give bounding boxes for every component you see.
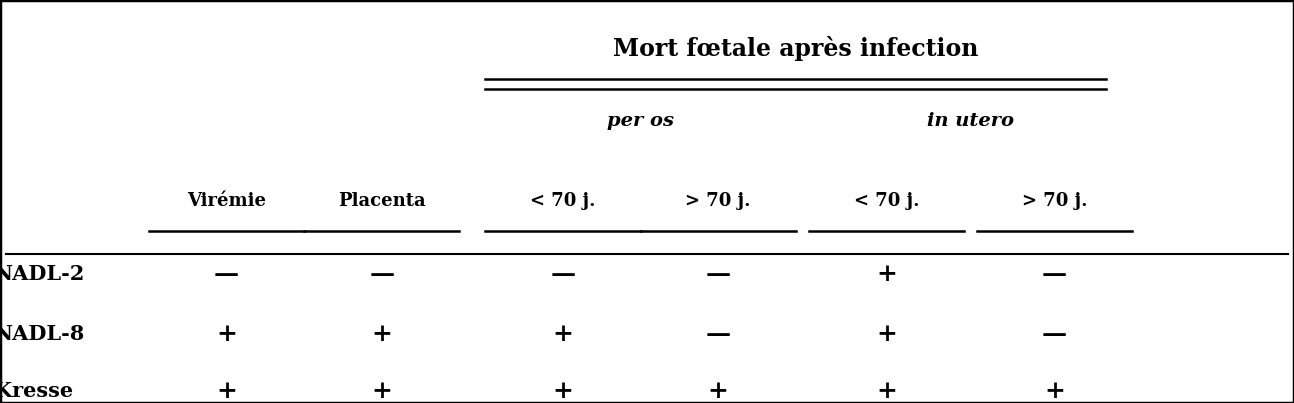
Text: +: + bbox=[371, 379, 392, 403]
Text: —: — bbox=[705, 322, 731, 347]
Text: +: + bbox=[553, 379, 573, 403]
Text: +: + bbox=[216, 379, 237, 403]
Text: —: — bbox=[214, 262, 239, 286]
Text: +: + bbox=[553, 322, 573, 347]
Text: +: + bbox=[1044, 379, 1065, 403]
Text: Virémie: Virémie bbox=[186, 193, 267, 210]
Text: per os: per os bbox=[607, 112, 674, 130]
Text: NADL-2: NADL-2 bbox=[0, 264, 85, 284]
Text: NADL-8: NADL-8 bbox=[0, 324, 85, 345]
Text: < 70 j.: < 70 j. bbox=[531, 193, 595, 210]
Text: < 70 j.: < 70 j. bbox=[854, 193, 919, 210]
Text: Kresse: Kresse bbox=[0, 381, 72, 401]
Text: —: — bbox=[1042, 322, 1068, 347]
Text: > 70 j.: > 70 j. bbox=[1022, 193, 1087, 210]
Text: +: + bbox=[708, 379, 729, 403]
Text: > 70 j.: > 70 j. bbox=[686, 193, 751, 210]
Text: +: + bbox=[371, 322, 392, 347]
Text: —: — bbox=[1042, 262, 1068, 286]
Text: Mort fœtale après infection: Mort fœtale après infection bbox=[613, 36, 978, 61]
Text: in utero: in utero bbox=[927, 112, 1014, 130]
Text: +: + bbox=[876, 262, 897, 286]
Text: —: — bbox=[705, 262, 731, 286]
Text: +: + bbox=[876, 322, 897, 347]
Text: —: — bbox=[550, 262, 576, 286]
Text: —: — bbox=[369, 262, 395, 286]
Text: Placenta: Placenta bbox=[338, 193, 426, 210]
Text: +: + bbox=[216, 322, 237, 347]
Text: +: + bbox=[876, 379, 897, 403]
